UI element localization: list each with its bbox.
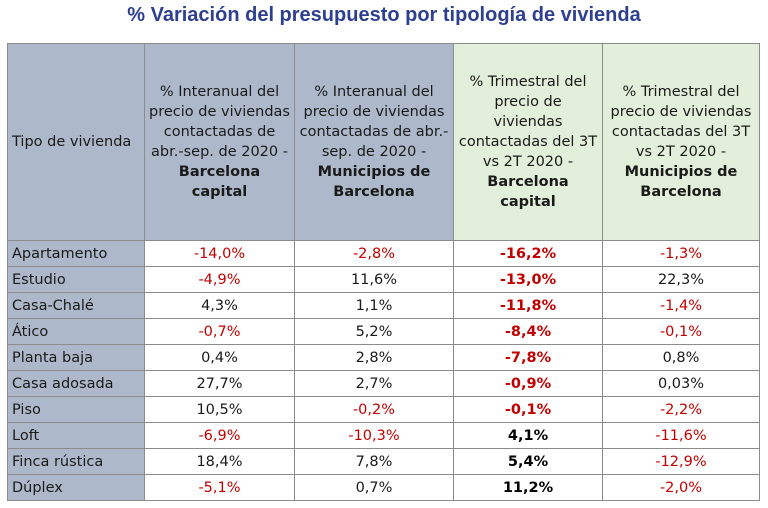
cell-trimestral-municipios: -11,6% xyxy=(602,422,760,449)
cell-interanual-bcn-capital: 0,4% xyxy=(144,344,295,371)
cell-interanual-bcn-capital: 27,7% xyxy=(144,370,295,397)
cell-trimestral-municipios: -1,3% xyxy=(602,240,760,267)
cell-interanual-bcn-capital: -6,9% xyxy=(144,422,295,449)
table-row: Loft -6,9% -10,3% 4,1% -11,6% xyxy=(7,422,760,449)
table-row: Piso 10,5% -0,2% -0,1% -2,2% xyxy=(7,396,760,423)
header-tipo: Tipo de vivienda xyxy=(7,43,145,241)
cell-trimestral-municipios: 0,03% xyxy=(602,370,760,397)
cell-interanual-municipios: 1,1% xyxy=(294,292,454,319)
cell-trimestral-municipios: -12,9% xyxy=(602,448,760,475)
data-table: Tipo de vivienda % Interanual del precio… xyxy=(7,43,760,501)
cell-trimestral-bcn-capital: -11,8% xyxy=(453,292,603,319)
table-row: Finca rústica 18,4% 7,8% 5,4% -12,9% xyxy=(7,448,760,475)
cell-trimestral-municipios: -2,2% xyxy=(602,396,760,423)
header-row: Tipo de vivienda % Interanual del precio… xyxy=(7,43,760,241)
cell-interanual-municipios: 2,7% xyxy=(294,370,454,397)
cell-interanual-municipios: 11,6% xyxy=(294,266,454,293)
cell-tipo: Casa-Chalé xyxy=(7,292,145,319)
cell-tipo: Ático xyxy=(7,318,145,345)
cell-trimestral-municipios: 22,3% xyxy=(602,266,760,293)
cell-trimestral-municipios: -1,4% xyxy=(602,292,760,319)
header-trimestral-municipios: % Trimestral del precio de viviendas con… xyxy=(602,43,760,241)
cell-trimestral-bcn-capital: 5,4% xyxy=(453,448,603,475)
cell-interanual-bcn-capital: 4,3% xyxy=(144,292,295,319)
cell-trimestral-municipios: -0,1% xyxy=(602,318,760,345)
cell-interanual-municipios: 5,2% xyxy=(294,318,454,345)
cell-interanual-bcn-capital: -5,1% xyxy=(144,474,295,501)
cell-trimestral-bcn-capital: -16,2% xyxy=(453,240,603,267)
cell-trimestral-bcn-capital: -8,4% xyxy=(453,318,603,345)
cell-trimestral-bcn-capital: 11,2% xyxy=(453,474,603,501)
cell-tipo: Casa adosada xyxy=(7,370,145,397)
cell-interanual-municipios: -0,2% xyxy=(294,396,454,423)
cell-interanual-bcn-capital: -4,9% xyxy=(144,266,295,293)
cell-interanual-municipios: -2,8% xyxy=(294,240,454,267)
page-title: % Variación del presupuesto por tipologí… xyxy=(127,4,641,26)
cell-tipo: Finca rústica xyxy=(7,448,145,475)
header-interanual-municipios: % Interanual del precio de viviendas con… xyxy=(294,43,454,241)
table-row: Apartamento -14,0% -2,8% -16,2% -1,3% xyxy=(7,240,760,267)
table-row: Dúplex -5,1% 0,7% 11,2% -2,0% xyxy=(7,474,760,501)
cell-interanual-municipios: 2,8% xyxy=(294,344,454,371)
table-row: Casa adosada 27,7% 2,7% -0,9% 0,03% xyxy=(7,370,760,397)
cell-trimestral-bcn-capital: -13,0% xyxy=(453,266,603,293)
cell-interanual-bcn-capital: 18,4% xyxy=(144,448,295,475)
cell-trimestral-bcn-capital: 4,1% xyxy=(453,422,603,449)
cell-tipo: Apartamento xyxy=(7,240,145,267)
cell-interanual-bcn-capital: -14,0% xyxy=(144,240,295,267)
cell-trimestral-bcn-capital: -7,8% xyxy=(453,344,603,371)
table-row: Ático -0,7% 5,2% -8,4% -0,1% xyxy=(7,318,760,345)
cell-tipo: Planta baja xyxy=(7,344,145,371)
cell-trimestral-bcn-capital: -0,1% xyxy=(453,396,603,423)
cell-trimestral-municipios: -2,0% xyxy=(602,474,760,501)
cell-interanual-municipios: 7,8% xyxy=(294,448,454,475)
header-trimestral-bcn-capital: % Trimestral del precio de viviendas con… xyxy=(453,43,603,241)
cell-tipo: Loft xyxy=(7,422,145,449)
table-row: Estudio -4,9% 11,6% -13,0% 22,3% xyxy=(7,266,760,293)
cell-interanual-municipios: -10,3% xyxy=(294,422,454,449)
cell-tipo: Piso xyxy=(7,396,145,423)
cell-tipo: Estudio xyxy=(7,266,145,293)
header-interanual-bcn-capital: % Interanual del precio de viviendas con… xyxy=(144,43,295,241)
table-row: Planta baja 0,4% 2,8% -7,8% 0,8% xyxy=(7,344,760,371)
cell-interanual-municipios: 0,7% xyxy=(294,474,454,501)
cell-interanual-bcn-capital: -0,7% xyxy=(144,318,295,345)
cell-tipo: Dúplex xyxy=(7,474,145,501)
cell-trimestral-bcn-capital: -0,9% xyxy=(453,370,603,397)
cell-interanual-bcn-capital: 10,5% xyxy=(144,396,295,423)
table-row: Casa-Chalé 4,3% 1,1% -11,8% -1,4% xyxy=(7,292,760,319)
cell-trimestral-municipios: 0,8% xyxy=(602,344,760,371)
